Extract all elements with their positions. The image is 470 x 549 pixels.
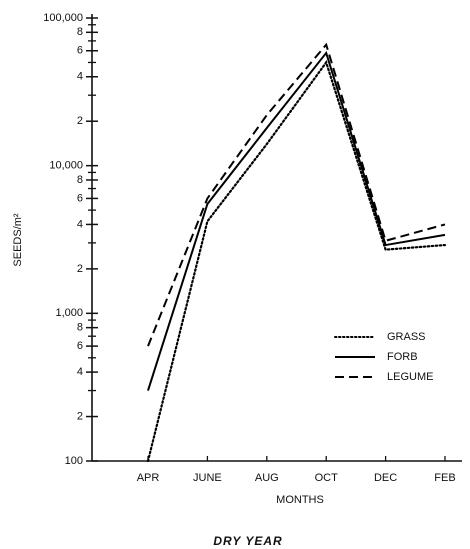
x-axis-label: MONTHS bbox=[276, 494, 324, 506]
y-tick-label: 8 bbox=[77, 174, 83, 186]
y-tick-label: 2 bbox=[77, 263, 83, 275]
y-tick-label: 6 bbox=[77, 340, 83, 352]
legend-label: GRASS bbox=[387, 331, 426, 343]
x-tick-label: AUG bbox=[255, 472, 279, 484]
y-tick-label: 8 bbox=[77, 322, 83, 334]
y-tick-label: 4 bbox=[77, 218, 83, 230]
y-tick-label: 1,000 bbox=[55, 307, 83, 319]
y-tick-label: 100,000 bbox=[43, 12, 83, 24]
y-axis-label: SEEDS/m² bbox=[12, 213, 24, 267]
x-tick-label: DEC bbox=[374, 472, 397, 484]
x-tick-label: APR bbox=[137, 472, 160, 484]
y-tick-label: 6 bbox=[77, 192, 83, 204]
y-tick-label: 4 bbox=[77, 71, 83, 83]
x-tick-label: FEB bbox=[434, 472, 455, 484]
x-tick-label: JUNE bbox=[193, 472, 222, 484]
y-tick-label: 2 bbox=[77, 115, 83, 127]
series-line bbox=[147, 50, 446, 391]
series-line bbox=[146, 60, 447, 463]
y-tick-label: 8 bbox=[77, 26, 83, 38]
series-line bbox=[147, 42, 446, 347]
y-tick-label: 10,000 bbox=[49, 160, 83, 172]
legend-label: FORB bbox=[387, 351, 418, 363]
y-tick-label: 4 bbox=[77, 366, 83, 378]
chart-title: DRY YEAR bbox=[213, 534, 282, 548]
x-tick-label: OCT bbox=[315, 472, 339, 484]
legend-label: LEGUME bbox=[387, 371, 433, 383]
y-tick-label: 100 bbox=[65, 455, 83, 467]
y-tick-label: 2 bbox=[77, 410, 83, 422]
y-tick-label: 6 bbox=[77, 45, 83, 57]
